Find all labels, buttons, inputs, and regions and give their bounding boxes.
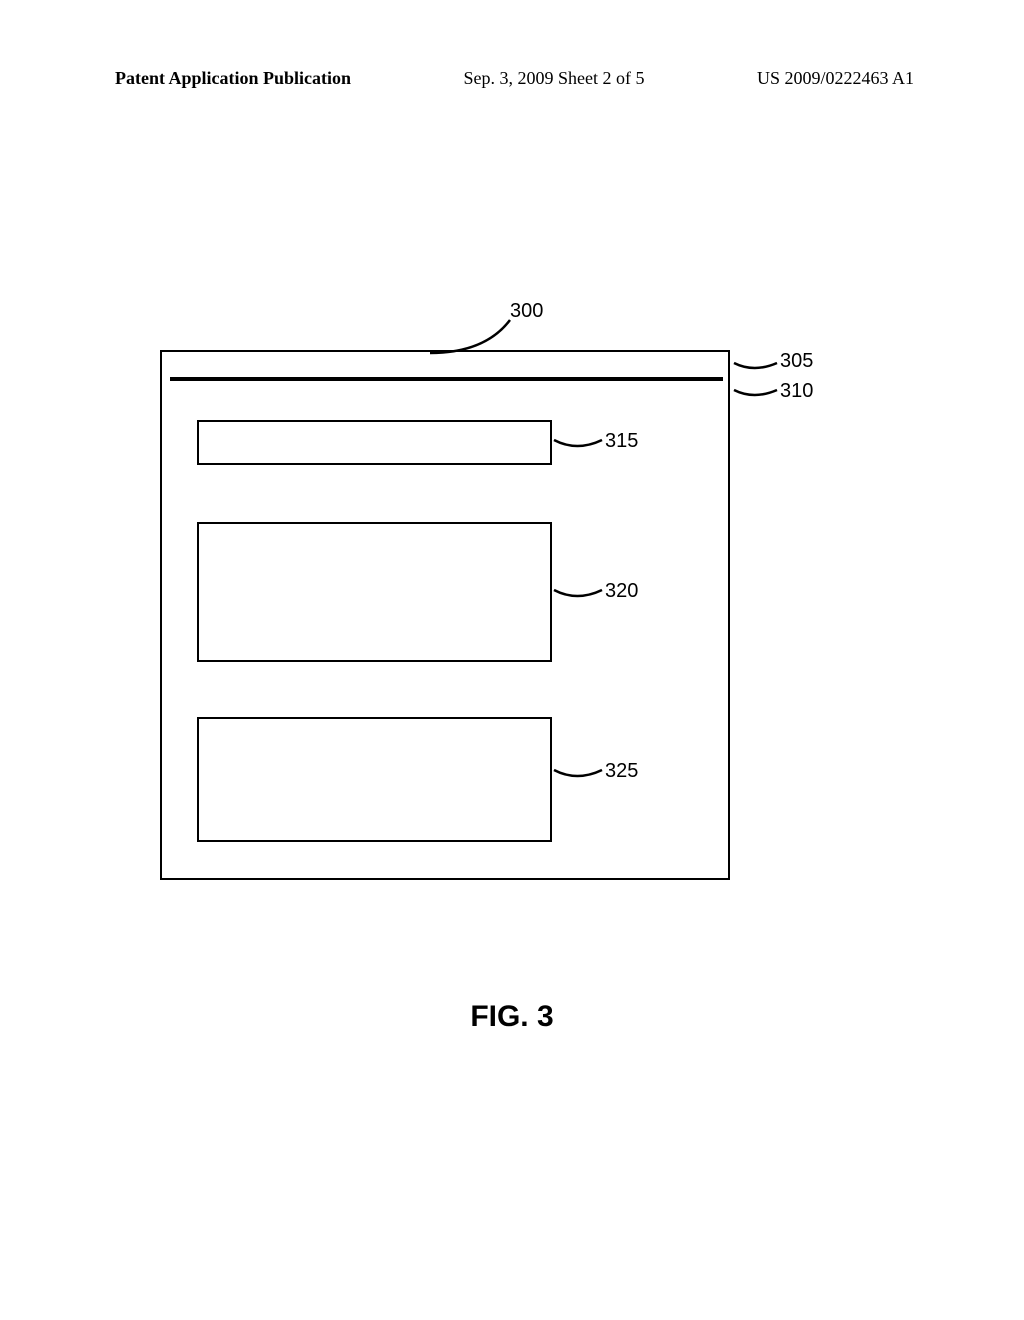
header-mid: Sep. 3, 2009 Sheet 2 of 5 (464, 68, 645, 89)
leader-320 (552, 582, 605, 602)
ref-label-300: 300 (510, 300, 543, 323)
leader-315 (552, 432, 605, 452)
inner-bar (170, 377, 723, 381)
leader-325 (552, 762, 605, 782)
ref-label-305: 305 (780, 350, 813, 373)
page-header: Patent Application Publication Sep. 3, 2… (0, 68, 1024, 89)
ref-label-310: 310 (780, 380, 813, 403)
outer-box (160, 350, 730, 880)
ref-label-315: 315 (605, 430, 638, 453)
leader-310 (732, 382, 780, 400)
leader-305 (732, 355, 780, 373)
figure-diagram: 300 305 310 315 320 325 (160, 300, 890, 950)
header-left: Patent Application Publication (115, 68, 351, 89)
inner-box-320 (197, 522, 552, 662)
ref-label-325: 325 (605, 760, 638, 783)
inner-box-315 (197, 420, 552, 465)
header-right: US 2009/0222463 A1 (757, 68, 914, 89)
inner-box-325 (197, 717, 552, 842)
figure-caption: FIG. 3 (0, 1000, 1024, 1034)
ref-label-320: 320 (605, 580, 638, 603)
